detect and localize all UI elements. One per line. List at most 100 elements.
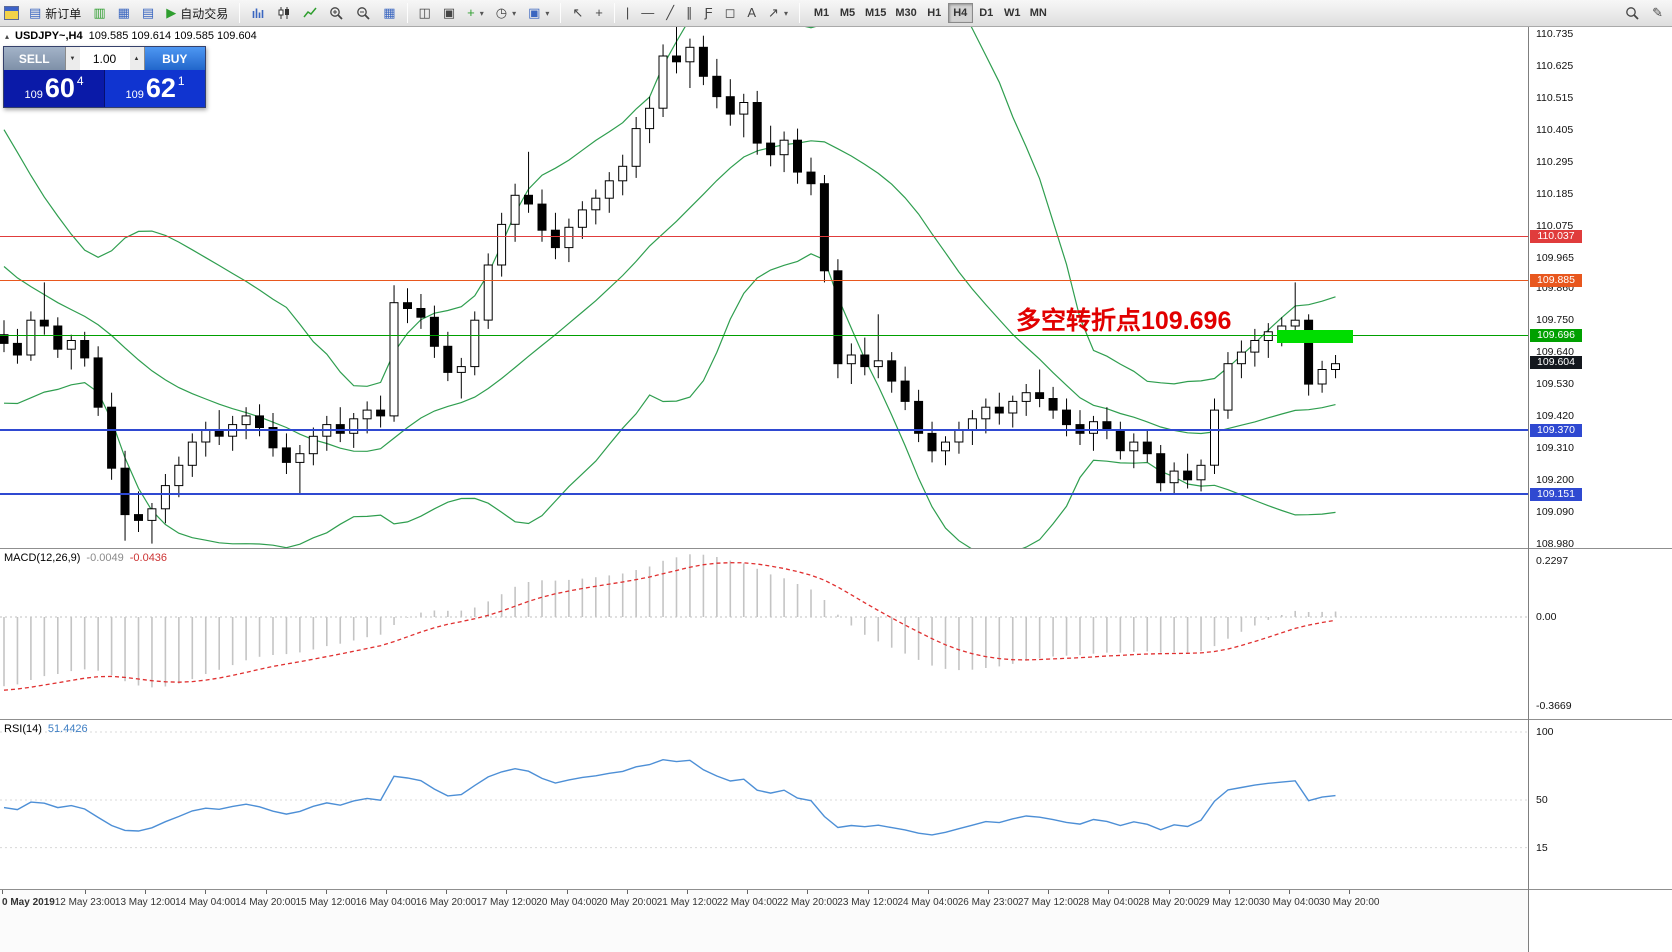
- timeframe-h1-button[interactable]: H1: [922, 3, 947, 23]
- app-icon: [4, 6, 19, 20]
- bar-chart-button[interactable]: [246, 2, 270, 24]
- periods-button[interactable]: ◷ ▾: [491, 2, 521, 24]
- timeframe-m1-button[interactable]: M1: [809, 3, 834, 23]
- time-tick: [1108, 890, 1110, 894]
- time-tick-label: 21 May 12:00: [656, 897, 718, 908]
- market-watch-button[interactable]: ▦: [113, 2, 135, 24]
- arrows-button[interactable]: ↗ ▾: [763, 2, 793, 24]
- quick-edit-button[interactable]: ✎: [1647, 2, 1668, 24]
- new-order-label: 新订单: [45, 6, 82, 21]
- cascade-windows-button[interactable]: ▣: [438, 2, 460, 24]
- sell-button[interactable]: SELL: [4, 47, 65, 70]
- price-tick-label: 109.530: [1536, 378, 1574, 390]
- macd-label: MACD(12,26,9) -0.0049 -0.0436: [4, 552, 167, 564]
- rsi-canvas[interactable]: [0, 720, 1528, 889]
- trendline-button[interactable]: ╱: [661, 2, 679, 24]
- tile-windows-button[interactable]: ◫: [414, 2, 436, 24]
- candlestick-chart-icon: [278, 7, 290, 19]
- time-tick-label: 22 May 20:00: [777, 897, 838, 908]
- chart-annotation-text[interactable]: 多空转折点109.696: [1016, 307, 1232, 335]
- time-tick: [1349, 890, 1351, 894]
- zoom-out-button[interactable]: [351, 2, 376, 24]
- line-chart-icon: [303, 7, 317, 18]
- time-tick-label: 28 May 20:00: [1138, 897, 1199, 908]
- indicators-button[interactable]: + ▾: [462, 2, 489, 24]
- macd-name: MACD(12,26,9): [4, 552, 81, 564]
- rsi-panel: RSI(14) 51.4426: [0, 719, 1528, 889]
- chevron-down-icon: ▾: [783, 8, 788, 18]
- fibonacci-button[interactable]: Ƒ: [700, 2, 718, 24]
- timeframe-m15-button[interactable]: M15: [861, 3, 890, 23]
- trendline-icon: ╱: [666, 5, 675, 20]
- time-tick-label: 15 May 12:00: [295, 897, 357, 908]
- line-chart-button[interactable]: [298, 2, 322, 24]
- search-button[interactable]: [1620, 2, 1645, 24]
- cursor-button[interactable]: ↖: [567, 2, 588, 24]
- timeframe-d1-button[interactable]: D1: [974, 3, 999, 23]
- horizontal-line-110.037[interactable]: [0, 236, 1528, 238]
- buy-button[interactable]: BUY: [144, 47, 205, 70]
- timeframe-h4-button[interactable]: H4: [947, 3, 973, 23]
- time-tick-label: 13 May 12:00: [114, 897, 176, 908]
- crosshair-button[interactable]: +: [590, 2, 608, 24]
- highlight-rectangle[interactable]: [1277, 330, 1353, 343]
- horizontal-line-109.696[interactable]: [0, 335, 1528, 337]
- profiles-button[interactable]: ▥: [88, 2, 110, 24]
- autotrading-button[interactable]: ▶ 自动交易: [161, 2, 233, 24]
- time-tick: [85, 890, 86, 894]
- shapes-button[interactable]: ◻: [720, 2, 741, 24]
- price-tick-label: 109.090: [1536, 505, 1574, 518]
- zoom-in-button[interactable]: [324, 2, 349, 24]
- zoom-out-icon: [357, 6, 370, 20]
- price-chart-canvas[interactable]: [0, 27, 1528, 548]
- text-tool-button[interactable]: A: [742, 2, 761, 24]
- volume-down-button[interactable]: ▼: [65, 47, 80, 70]
- data-window-button[interactable]: ▤: [137, 2, 159, 24]
- timeframe-w1-button[interactable]: W1: [1000, 3, 1025, 23]
- templates-button[interactable]: ▣ ▾: [523, 2, 554, 24]
- candlestick-chart-button[interactable]: [272, 2, 296, 24]
- new-order-button[interactable]: ▤ 新订单: [24, 2, 86, 24]
- crosshair-icon: +: [595, 5, 603, 20]
- time-tick: [807, 890, 809, 894]
- time-tick: [566, 890, 568, 894]
- vertical-line-button[interactable]: |: [621, 2, 634, 24]
- horizontal-line-button[interactable]: —: [636, 2, 659, 24]
- collapse-icon: ▴: [5, 31, 10, 41]
- timeframe-mn-button[interactable]: MN: [1026, 3, 1051, 23]
- rsi-name: RSI(14): [4, 723, 42, 735]
- time-tick: [747, 890, 749, 894]
- macd-tick-label: 0.00: [1536, 611, 1557, 623]
- price-axis[interactable]: 110.735 110.625 110.515 110.405 110.295 110.1…: [1528, 27, 1672, 952]
- clock-icon: ◷: [495, 5, 508, 20]
- horizontal-line-109.885[interactable]: [0, 280, 1528, 282]
- channel-button[interactable]: ∥: [681, 2, 698, 24]
- rsi-tick-label: 50: [1536, 794, 1548, 806]
- new-order-icon: ▤: [29, 5, 42, 20]
- time-axis[interactable]: 0 May 2019 12 May 23:00 13 May 12:00 14 May…: [0, 889, 1672, 952]
- price-tick-label: 110.185: [1536, 187, 1574, 200]
- ask-prefix: 109: [125, 89, 144, 101]
- grid-button[interactable]: ▦: [378, 2, 400, 24]
- autotrading-label: 自动交易: [180, 6, 229, 21]
- horizontal-line-icon: —: [641, 5, 655, 20]
- grid-icon: ▦: [383, 5, 396, 20]
- horizontal-line-109.370[interactable]: [0, 429, 1528, 432]
- macd-canvas[interactable]: [0, 549, 1528, 719]
- time-tick: [1048, 890, 1050, 894]
- panel-separator: [1529, 548, 1672, 549]
- volume-input[interactable]: [79, 47, 130, 70]
- timeframe-m30-button[interactable]: M30: [891, 3, 920, 23]
- time-tick-label: 23 May 12:00: [837, 897, 898, 908]
- time-tick-label: 14 May 04:00: [175, 897, 236, 908]
- horizontal-line-109.151[interactable]: [0, 493, 1528, 495]
- symbol-name: USDJPY~,H4: [15, 30, 83, 42]
- timeframe-m5-button[interactable]: M5: [835, 3, 860, 23]
- time-tick-label: 14 May 20:00: [235, 897, 296, 908]
- price-tick-label: 109.965: [1536, 251, 1574, 264]
- toolbar-separator: [239, 3, 241, 23]
- volume-up-button[interactable]: ▲: [129, 47, 144, 70]
- timeframe-toolbar: M1 M5 M15 M30 H1 H4 D1 W1 MN: [809, 3, 1051, 23]
- zoom-in-icon: [330, 6, 343, 20]
